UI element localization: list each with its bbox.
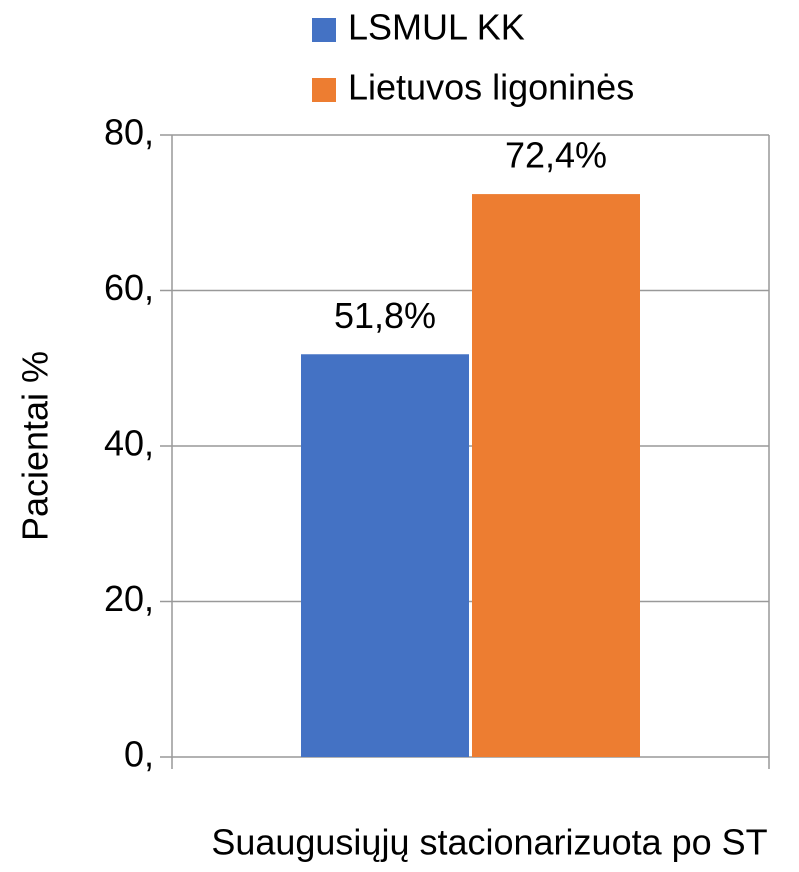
legend-swatch: [312, 78, 336, 102]
y-tick-label: 60,: [104, 267, 154, 308]
legend-label: Lietuvos ligoninės: [348, 67, 634, 108]
y-tick-label: 40,: [104, 423, 154, 464]
data-label: 72,4%: [505, 135, 607, 176]
y-tick-label: 80,: [104, 112, 154, 153]
bar: [472, 194, 640, 758]
y-tick-label: 0,: [124, 734, 154, 775]
legend-label: LSMUL KK: [348, 7, 525, 48]
data-label: 51,8%: [334, 295, 436, 336]
y-tick-label: 20,: [104, 578, 154, 619]
x-tick-label: Suaugusiųjų stacionarizuota po ST: [211, 822, 767, 863]
bar: [301, 354, 469, 757]
y-axis-label: Pacientai %: [15, 351, 56, 541]
legend-swatch: [312, 18, 336, 42]
